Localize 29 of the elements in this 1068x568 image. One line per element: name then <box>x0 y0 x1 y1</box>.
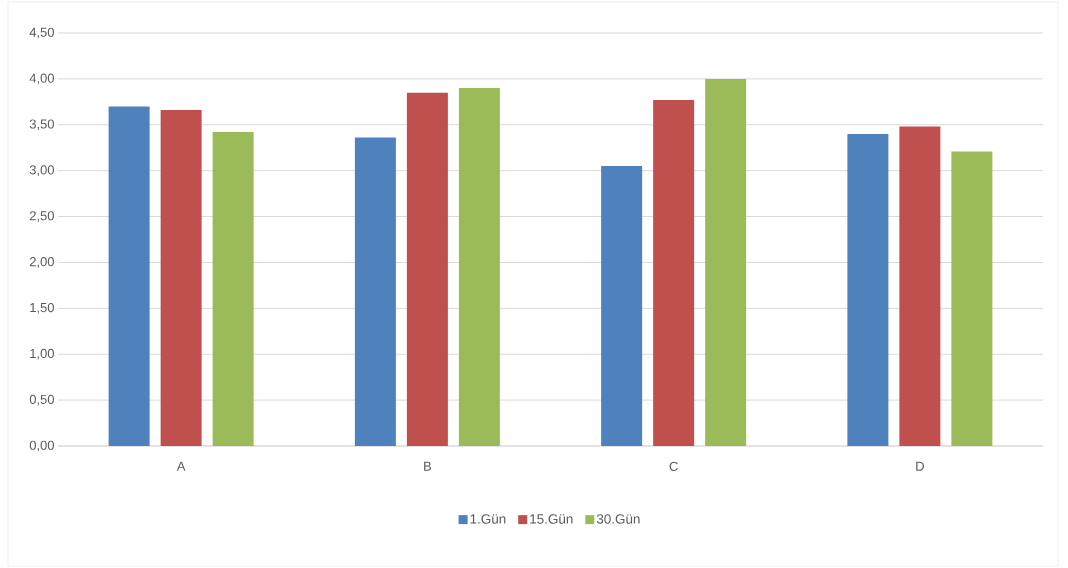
x-tick-label: A <box>176 461 186 471</box>
y-tick-label: 1,00 <box>30 348 54 360</box>
bar <box>160 110 202 446</box>
legend-label: 30.Gün <box>596 514 640 524</box>
y-tick-label: 3,50 <box>29 119 54 131</box>
bar <box>406 92 448 446</box>
y-tick-label: 4,50 <box>29 27 54 39</box>
bar <box>653 99 695 446</box>
bar <box>354 137 396 446</box>
y-tick-label: 1,50 <box>30 302 54 314</box>
legend-label: 1.Gün <box>470 514 506 524</box>
bar <box>705 78 747 446</box>
x-tick-label: C <box>669 461 678 471</box>
bar <box>847 133 889 446</box>
x-tick-label: D <box>916 461 924 471</box>
y-tick-label: 2,00 <box>29 257 54 268</box>
y-tick-label: 0,00 <box>29 440 54 452</box>
bar <box>601 166 643 446</box>
bar <box>899 126 941 446</box>
bar <box>108 106 150 446</box>
bar <box>458 88 500 446</box>
legend-label: 15.Gün <box>530 514 573 524</box>
y-tick-label: 2,50 <box>29 211 54 222</box>
y-tick-label: 0,50 <box>29 394 54 406</box>
bar <box>212 132 254 446</box>
bar <box>951 151 993 446</box>
x-tick-label: B <box>424 461 432 471</box>
y-tick-label: 3,00 <box>29 165 54 177</box>
y-tick-label: 4,00 <box>29 73 54 85</box>
